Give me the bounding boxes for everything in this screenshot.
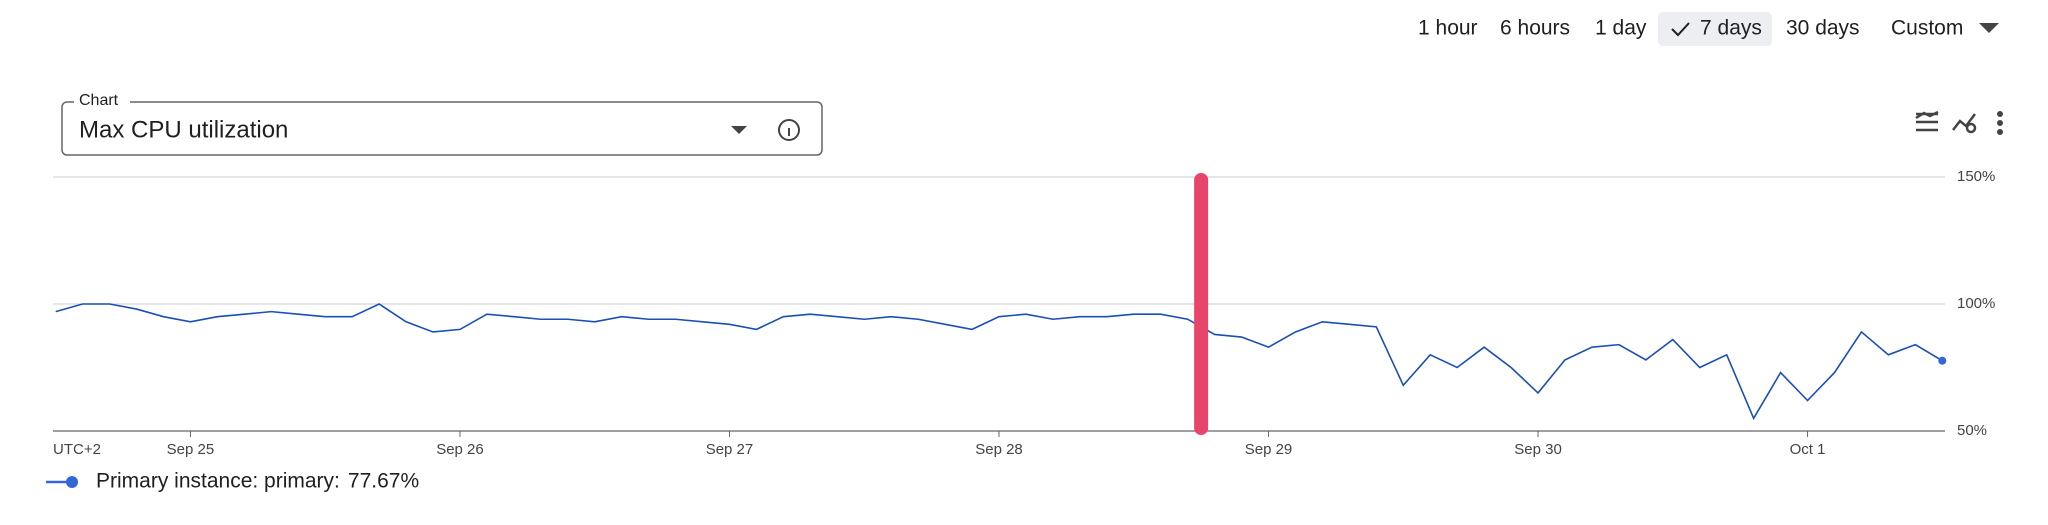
label-gap [74,94,130,108]
y-tick-label: 150% [1957,168,1995,185]
x-tick-label: Sep 28 [975,441,1023,458]
check-icon [1671,22,1690,37]
select-arrow [731,126,747,134]
legend-label: Primary instance: primary: [96,470,340,493]
chart-icons [1915,110,1977,134]
range-button[interactable]: Custom [1891,17,1963,40]
range-button[interactable]: 7 days [1700,17,1762,40]
x-tick-label: Sep 30 [1514,441,1562,458]
range-button[interactable]: 30 days [1786,17,1860,40]
time-marker [1194,173,1209,435]
chart-select[interactable] [61,101,823,156]
explore-icon[interactable] [1952,113,1976,131]
selected-range-bg [1658,12,1772,46]
timezone-label: UTC+2 [53,441,101,458]
x-tick-label: Sep 27 [706,441,754,458]
y-tick-label: 50% [1957,422,1987,439]
select-value: Max CPU utilization [79,116,288,143]
series-line [55,303,1943,421]
select-label: Chart [79,92,119,109]
range-button[interactable]: 1 hour [1418,17,1478,40]
more-icon[interactable] [1997,111,2003,135]
info-icon[interactable] [778,119,800,141]
legend-value: 77.67% [348,470,419,493]
y-tick-label: 100% [1957,295,1995,312]
x-tick-label: Sep 29 [1245,441,1293,458]
x-tick-label: Oct 1 [1790,441,1826,458]
legend-icon[interactable] [1915,110,1939,132]
x-tick-label: Sep 26 [436,441,484,458]
range-button[interactable]: 6 hours [1500,17,1570,40]
last-point [1938,356,1947,365]
dropdown-arrow [1979,23,1999,33]
legend-dot [66,476,78,488]
search-icon [1965,122,1977,134]
range-button[interactable]: 1 day [1595,17,1647,40]
x-tick-label: Sep 25 [167,441,215,458]
